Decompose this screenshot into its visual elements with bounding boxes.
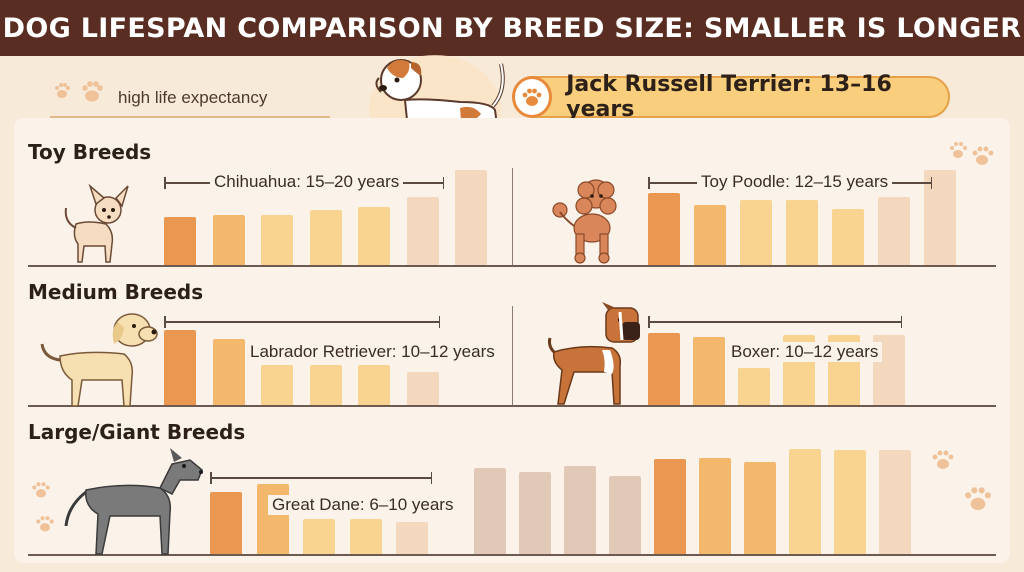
bar: [924, 170, 956, 265]
lifespan-range-bracket: [648, 316, 902, 328]
bar: [455, 170, 487, 265]
lifespan-range-bracket: [210, 472, 432, 484]
bar: [164, 330, 196, 405]
bar: [309, 210, 342, 265]
section-label-toy: Toy Breeds: [28, 140, 152, 164]
bar: [396, 522, 428, 554]
legend-label: high life expectancy: [118, 88, 268, 107]
bar: [210, 492, 242, 554]
featured-breed-badge: Jack Russell Terrier: 13–16 years: [512, 72, 950, 122]
boxer-dog-icon: [548, 302, 640, 405]
divider-medium: [512, 306, 513, 405]
bar: [261, 365, 293, 405]
baseline-toy: [28, 265, 996, 267]
bar: [564, 466, 596, 554]
bar: [212, 339, 245, 405]
bar: [474, 468, 506, 554]
toy-poodle-dog-icon: [552, 179, 617, 264]
divider-toy: [512, 168, 513, 265]
bar: [358, 207, 390, 265]
bar: [212, 215, 245, 265]
great-dane-dog-icon: [64, 448, 203, 555]
bar: [878, 197, 910, 265]
bar: [303, 519, 335, 554]
lifespan-range-label: Boxer: 10–12 years: [727, 342, 883, 362]
bar: [648, 193, 680, 265]
chart-title: DOG LIFESPAN COMPARISON BY BREED SIZE: S…: [0, 0, 1024, 56]
paw-print-icon: [965, 487, 991, 511]
bar: [648, 333, 680, 405]
section-label-large: Large/Giant Breeds: [28, 420, 246, 444]
lifespan-range-label: Toy Poodle: 12–15 years: [697, 172, 893, 192]
section-label-medium: Medium Breeds: [28, 280, 204, 304]
bar: [694, 205, 726, 265]
bar: [832, 209, 864, 265]
bar: [654, 459, 686, 554]
bar: [406, 197, 439, 265]
paw-print-icon: [32, 482, 50, 498]
paw-print-icon: [950, 142, 994, 165]
paw-print-icon: [932, 450, 954, 469]
bar: [519, 472, 551, 554]
lifespan-range-label: Labrador Retriever: 10–12 years: [246, 342, 499, 362]
bar: [406, 372, 439, 405]
lifespan-range-label: Great Dane: 6–10 years: [268, 495, 458, 515]
bar: [699, 458, 731, 554]
paw-print-icon: [36, 516, 54, 532]
lifespan-range-label: Chihuahua: 15–20 years: [210, 172, 404, 192]
lifespan-range-bracket: [164, 316, 440, 328]
bar: [789, 449, 821, 554]
paw-prints-icon: [55, 81, 103, 102]
bar: [309, 365, 342, 405]
bar: [834, 450, 866, 554]
bar: [358, 365, 390, 405]
baseline-large: [28, 554, 996, 556]
bar: [609, 476, 641, 554]
bar: [349, 519, 382, 554]
bar: [693, 337, 725, 405]
bar: [738, 368, 770, 405]
featured-breed-label: Jack Russell Terrier: 13–16 years: [566, 72, 892, 122]
bar: [740, 200, 772, 265]
bar: [261, 215, 293, 265]
bar: [744, 462, 776, 554]
chihuahua-dog-icon: [64, 183, 129, 263]
paw-icon: [512, 76, 553, 118]
baseline-medium: [28, 405, 996, 407]
bar: [164, 217, 196, 265]
labrador-dog-icon: [40, 313, 158, 407]
legend: high life expectancy: [50, 76, 330, 118]
bar: [879, 450, 911, 554]
bar: [786, 200, 818, 265]
